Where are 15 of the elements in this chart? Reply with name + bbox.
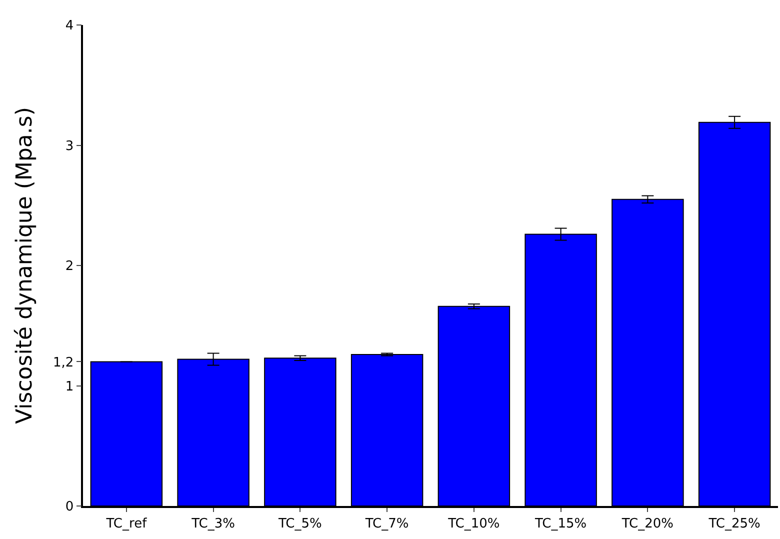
y-tick-label: 0	[65, 500, 74, 515]
x-tick-label: TC_ref	[105, 516, 148, 532]
x-tick-label: TC_5%	[277, 516, 322, 532]
x-tick-label: TC_25%	[708, 516, 760, 532]
x-tick-label: TC_15%	[534, 516, 587, 532]
y-tick-label: 3	[65, 138, 74, 154]
x-tick-label: TC_20%	[620, 516, 674, 532]
y-tick-label: 4	[65, 18, 74, 34]
x-tick-label: TC_7%	[364, 516, 409, 532]
y-axis-title: Viscosité dynamique (Mpa.s)	[12, 107, 38, 424]
y-tick-label: 2	[65, 259, 74, 274]
x-tick-label: TC_10%	[447, 516, 500, 532]
y-tick-label: 1,2	[52, 355, 74, 370]
x-tick-label: TC_3%	[190, 516, 236, 532]
y-tick-label: 1	[65, 379, 74, 394]
